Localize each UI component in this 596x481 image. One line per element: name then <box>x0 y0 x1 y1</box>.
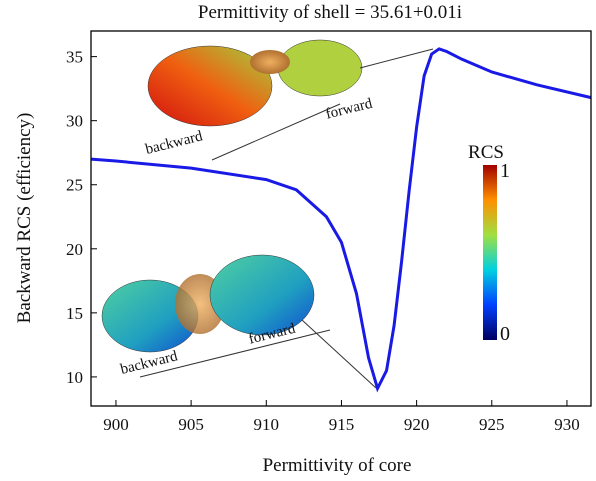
x-tick-label: 900 <box>103 415 129 434</box>
x-tick-label: 930 <box>554 415 580 434</box>
y-axis-label: Backward RCS (efficiency) <box>14 113 35 324</box>
colorbar-tick-label: 0 <box>500 323 510 345</box>
x-tick-label: 915 <box>329 415 355 434</box>
x-tick-label: 910 <box>254 415 280 434</box>
colorbar-label: RCS <box>468 142 504 163</box>
y-tick-label: 15 <box>66 304 83 323</box>
annotation: backward <box>119 348 180 378</box>
y-tick-label: 35 <box>66 48 83 67</box>
annotation: backward <box>144 128 205 158</box>
y-tick-label: 25 <box>66 176 83 195</box>
y-tick-label: 20 <box>66 240 83 259</box>
colorbar-tick-label: 1 <box>500 160 510 182</box>
y-tick-label: 10 <box>66 368 83 387</box>
y-tick-label: 30 <box>66 112 83 131</box>
x-tick-label: 905 <box>178 415 204 434</box>
colorbar <box>483 165 497 340</box>
x-tick-label: 920 <box>404 415 430 434</box>
annotation: forward <box>324 95 374 122</box>
chart: Permittivity of shell = 35.61+0.01i Perm… <box>0 0 596 481</box>
x-axis-label: Permittivity of core <box>263 455 412 476</box>
chart-title: Permittivity of shell = 35.61+0.01i <box>198 2 462 23</box>
x-tick-label: 925 <box>479 415 505 434</box>
